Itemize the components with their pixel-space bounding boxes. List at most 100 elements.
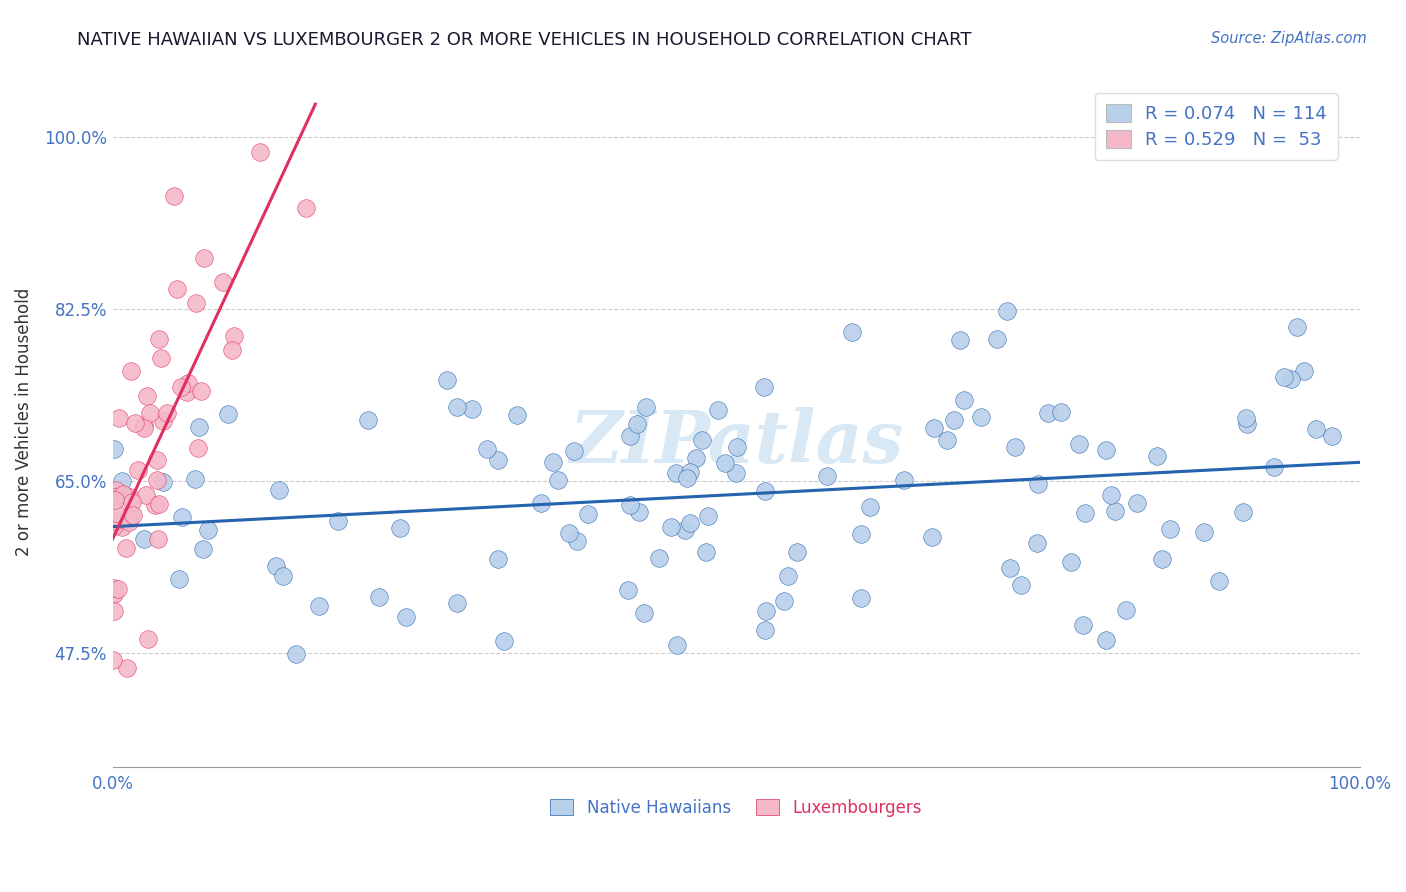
Point	[188, 420, 211, 434]
Point	[152, 475, 174, 489]
Point	[679, 465, 702, 479]
Point	[166, 282, 188, 296]
Point	[724, 467, 747, 481]
Point	[530, 496, 553, 510]
Point	[146, 473, 169, 487]
Point	[1025, 536, 1047, 550]
Point	[1305, 422, 1327, 436]
Y-axis label: 2 or more Vehicles in Household: 2 or more Vehicles in Household	[15, 288, 32, 556]
Point	[727, 440, 749, 454]
Point	[1095, 632, 1118, 647]
Text: Source: ZipAtlas.com: Source: ZipAtlas.com	[1211, 31, 1367, 46]
Point	[187, 441, 209, 455]
Point	[486, 453, 509, 467]
Point	[143, 498, 166, 512]
Point	[217, 407, 239, 421]
Point	[695, 545, 717, 559]
Point	[1279, 372, 1302, 386]
Point	[921, 530, 943, 544]
Point	[1038, 406, 1060, 420]
Point	[184, 472, 207, 486]
Point	[163, 189, 186, 203]
Point	[648, 551, 671, 566]
Point	[754, 484, 776, 499]
Point	[626, 417, 648, 431]
Point	[121, 508, 143, 522]
Point	[367, 590, 389, 604]
Point	[193, 252, 215, 266]
Point	[191, 541, 214, 556]
Point	[776, 569, 799, 583]
Point	[136, 389, 159, 403]
Point	[1099, 488, 1122, 502]
Point	[136, 632, 159, 646]
Point	[666, 639, 689, 653]
Point	[1194, 524, 1216, 539]
Point	[148, 497, 170, 511]
Point	[1263, 460, 1285, 475]
Point	[696, 509, 718, 524]
Point	[124, 416, 146, 430]
Point	[634, 400, 657, 414]
Point	[110, 474, 132, 488]
Point	[132, 421, 155, 435]
Point	[211, 275, 233, 289]
Point	[148, 332, 170, 346]
Point	[152, 414, 174, 428]
Point	[1071, 617, 1094, 632]
Point	[197, 523, 219, 537]
Point	[107, 582, 129, 597]
Point	[1272, 369, 1295, 384]
Point	[388, 521, 411, 535]
Point	[446, 596, 468, 610]
Point	[1236, 417, 1258, 432]
Point	[135, 488, 157, 502]
Point	[995, 303, 1018, 318]
Point	[170, 510, 193, 524]
Point	[357, 413, 380, 427]
Point	[707, 402, 730, 417]
Point	[190, 384, 212, 398]
Point	[859, 500, 882, 515]
Point	[221, 343, 243, 357]
Point	[184, 295, 207, 310]
Point	[1234, 411, 1257, 425]
Point	[998, 561, 1021, 575]
Point	[446, 401, 468, 415]
Point	[326, 514, 349, 528]
Point	[619, 498, 641, 512]
Point	[953, 392, 976, 407]
Point	[685, 450, 707, 465]
Point	[1150, 552, 1173, 566]
Point	[120, 364, 142, 378]
Point	[103, 587, 125, 601]
Point	[1104, 504, 1126, 518]
Point	[156, 406, 179, 420]
Point	[273, 569, 295, 583]
Point	[1208, 574, 1230, 589]
Point	[294, 201, 316, 215]
Point	[177, 376, 200, 390]
Point	[986, 332, 1008, 346]
Point	[115, 661, 138, 675]
Point	[851, 527, 873, 541]
Point	[477, 442, 499, 456]
Point	[486, 552, 509, 566]
Text: ZIPatlas: ZIPatlas	[569, 407, 903, 478]
Point	[752, 379, 775, 393]
Point	[616, 582, 638, 597]
Point	[676, 471, 699, 485]
Point	[1026, 476, 1049, 491]
Point	[103, 604, 125, 618]
Point	[149, 351, 172, 365]
Legend: Native Hawaiians, Luxembourgers: Native Hawaiians, Luxembourgers	[544, 792, 929, 823]
Point	[922, 421, 945, 435]
Point	[969, 410, 991, 425]
Point	[264, 559, 287, 574]
Point	[146, 452, 169, 467]
Point	[111, 487, 134, 501]
Point	[1115, 602, 1137, 616]
Point	[1010, 578, 1032, 592]
Point	[1074, 506, 1097, 520]
Point	[1232, 504, 1254, 518]
